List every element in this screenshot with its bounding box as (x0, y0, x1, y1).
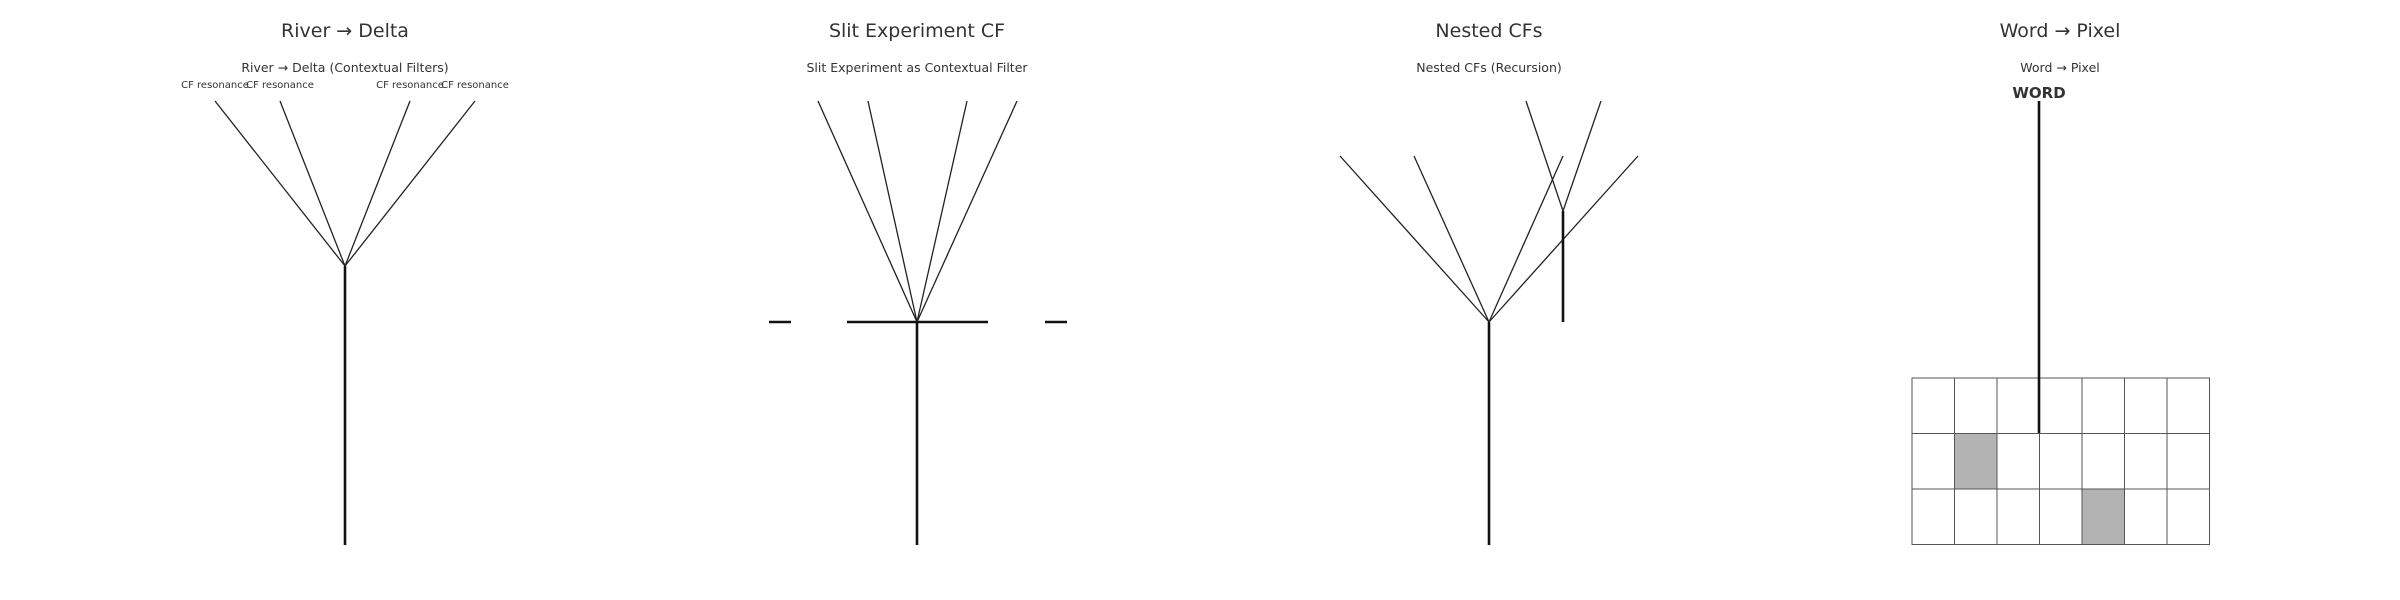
panel-title: River → Delta (281, 20, 409, 42)
pixel-cell (2039, 377, 2083, 434)
pixel-cell (2124, 377, 2168, 434)
outer-branch (1339, 155, 1490, 323)
pixel-cell (1911, 433, 1955, 490)
slit-ray (867, 100, 918, 323)
branch-label: CF resonance (376, 80, 444, 91)
panel-river-delta: River → Delta River → Delta (Contextual … (181, 20, 509, 545)
pixel-cell (2124, 433, 2168, 490)
pixel-cell (1996, 488, 2040, 545)
pixel-cell (2081, 433, 2125, 490)
branch-label: CF resonance (246, 80, 314, 91)
panel-word-pixel: Word → Pixel Word → Pixel WORD (1911, 20, 2210, 545)
delta-branch (279, 100, 346, 267)
pixel-cell (2166, 377, 2210, 434)
slit-ray (916, 100, 968, 323)
branch-label: CF resonance (441, 80, 509, 91)
pixel-cell (1996, 433, 2040, 490)
pixel-cell-filled (2081, 488, 2125, 545)
pixel-cell (2039, 433, 2083, 490)
pixel-cell (1996, 377, 2040, 434)
pixel-cell (2166, 488, 2210, 545)
pixel-grid (1911, 377, 2210, 545)
panel-subtitle: Word → Pixel (2020, 60, 2099, 75)
word-label: WORD (2012, 84, 2065, 102)
panel-title: Word → Pixel (2000, 20, 2121, 42)
panel-subtitle: Nested CFs (Recursion) (1416, 60, 1562, 75)
inner-branch (1525, 100, 1564, 212)
pixel-cell (1954, 488, 1998, 545)
pixel-cell (2166, 433, 2210, 490)
pixel-cell (2124, 488, 2168, 545)
inner-branch (1562, 100, 1602, 212)
panel-subtitle: Slit Experiment as Contextual Filter (806, 60, 1028, 75)
outer-branch (1488, 155, 1564, 323)
delta-branch (214, 100, 346, 267)
panel-title: Slit Experiment CF (829, 20, 1005, 42)
pixel-cell (2039, 488, 2083, 545)
pixel-cell (1954, 377, 1998, 434)
pixel-cell (1911, 488, 1955, 545)
panel-nested-cfs: Nested CFs Nested CFs (Recursion) (1339, 20, 1639, 545)
panel-slit-experiment: Slit Experiment CF Slit Experiment as Co… (769, 20, 1067, 545)
branch-label: CF resonance (181, 80, 249, 91)
delta-branch (344, 100, 476, 267)
slit-ray (916, 100, 1018, 323)
slit-ray (817, 100, 918, 323)
outer-branch (1413, 155, 1490, 323)
pixel-cell (1911, 377, 1955, 434)
pixel-cell (2081, 377, 2125, 434)
panel-subtitle: River → Delta (Contextual Filters) (241, 60, 448, 75)
pixel-cell-filled (1954, 433, 1998, 490)
delta-branch (344, 100, 411, 267)
panel-title: Nested CFs (1435, 20, 1542, 42)
